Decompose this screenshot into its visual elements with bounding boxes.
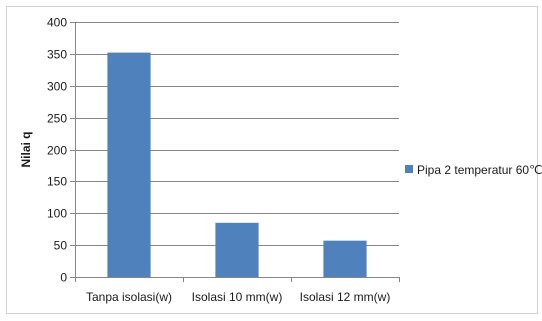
chart-container [6, 6, 538, 314]
x-tick-label: Isolasi 12 mm(w) [300, 290, 391, 304]
y-tick-label: 50 [54, 239, 68, 253]
legend-swatch [405, 165, 413, 173]
y-tick-label: 100 [47, 207, 67, 221]
axes [70, 22, 400, 282]
y-axis-title: Nilai q [19, 131, 33, 167]
y-tick-label: 200 [47, 144, 67, 158]
legend-label: Pipa 2 temperatur 60℃ [417, 163, 542, 177]
x-tick-label: Isolasi 10 mm(w) [192, 290, 283, 304]
x-tick-label: Tanpa isolasi(w) [86, 290, 172, 304]
y-tick-label: 350 [47, 48, 67, 62]
y-tick-labels: 0 50 100 150 200 250 300 350 400 [47, 16, 67, 285]
x-tick-labels: Tanpa isolasi(w) Isolasi 10 mm(w) Isolasi … [86, 290, 390, 304]
bar-3 [323, 240, 367, 277]
bar-2 [215, 222, 259, 277]
y-tick-label: 300 [47, 80, 67, 94]
y-tick-label: 400 [47, 16, 67, 30]
legend: Pipa 2 temperatur 60℃ [405, 163, 542, 177]
y-tick-label: 0 [60, 271, 67, 285]
bar-1 [107, 52, 151, 277]
y-tick-label: 250 [47, 112, 67, 126]
bars [107, 52, 367, 277]
y-tick-label: 150 [47, 175, 67, 189]
